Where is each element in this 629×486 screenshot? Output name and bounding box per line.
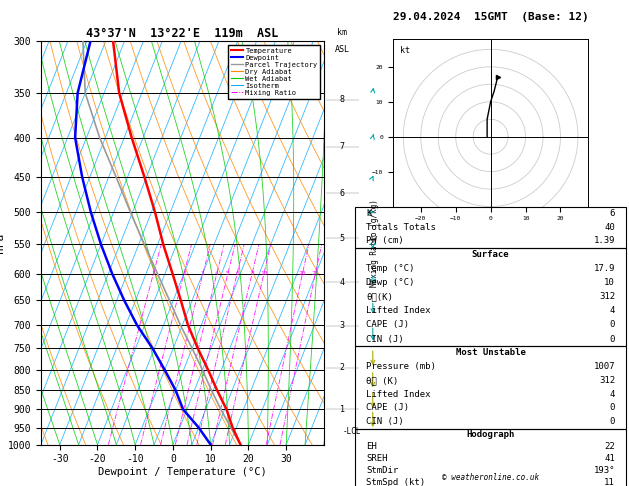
Text: 3: 3 bbox=[201, 271, 205, 276]
Text: 4: 4 bbox=[340, 278, 345, 287]
Text: 6: 6 bbox=[235, 271, 239, 276]
Text: 0: 0 bbox=[610, 403, 615, 413]
Text: Pressure (mb): Pressure (mb) bbox=[366, 362, 436, 371]
Text: 40: 40 bbox=[604, 223, 615, 232]
Text: 4: 4 bbox=[610, 390, 615, 399]
Y-axis label: hPa: hPa bbox=[0, 233, 5, 253]
Text: 10: 10 bbox=[604, 278, 615, 287]
Text: 6: 6 bbox=[340, 189, 345, 198]
Text: 312: 312 bbox=[599, 293, 615, 301]
Text: 193°: 193° bbox=[594, 466, 615, 475]
Text: 1007: 1007 bbox=[594, 362, 615, 371]
Text: 11: 11 bbox=[604, 478, 615, 486]
Text: 0: 0 bbox=[610, 417, 615, 426]
Text: StmSpd (kt): StmSpd (kt) bbox=[366, 478, 425, 486]
Text: Hodograph: Hodograph bbox=[467, 430, 515, 439]
Text: 0: 0 bbox=[610, 320, 615, 330]
Text: 20: 20 bbox=[299, 271, 306, 276]
Text: 22: 22 bbox=[604, 442, 615, 451]
Title: 43°37'N  13°22'E  119m  ASL: 43°37'N 13°22'E 119m ASL bbox=[86, 27, 279, 40]
Text: 17.9: 17.9 bbox=[594, 264, 615, 274]
Text: Most Unstable: Most Unstable bbox=[455, 348, 526, 357]
Text: 4: 4 bbox=[610, 307, 615, 315]
Legend: Temperature, Dewpoint, Parcel Trajectory, Dry Adiabat, Wet Adiabat, Isotherm, Mi: Temperature, Dewpoint, Parcel Trajectory… bbox=[228, 45, 320, 99]
Text: SREH: SREH bbox=[366, 454, 387, 463]
Text: EH: EH bbox=[366, 442, 377, 451]
Text: CAPE (J): CAPE (J) bbox=[366, 403, 409, 413]
Text: Totals Totals: Totals Totals bbox=[366, 223, 436, 232]
Text: θᴇ (K): θᴇ (K) bbox=[366, 376, 398, 385]
Text: Temp (°C): Temp (°C) bbox=[366, 264, 415, 274]
Text: θᴇ(K): θᴇ(K) bbox=[366, 293, 393, 301]
Text: 4: 4 bbox=[215, 271, 219, 276]
Text: © weatheronline.co.uk: © weatheronline.co.uk bbox=[442, 473, 539, 482]
Text: CIN (J): CIN (J) bbox=[366, 417, 404, 426]
Text: Mixing Ratio (g/kg): Mixing Ratio (g/kg) bbox=[370, 199, 379, 287]
Text: km: km bbox=[337, 28, 347, 37]
Text: 25: 25 bbox=[312, 271, 319, 276]
Text: 8: 8 bbox=[340, 95, 345, 104]
Text: 41: 41 bbox=[604, 454, 615, 463]
Text: 29.04.2024  15GMT  (Base: 12): 29.04.2024 15GMT (Base: 12) bbox=[392, 12, 589, 22]
Text: 10: 10 bbox=[260, 271, 268, 276]
Text: 5: 5 bbox=[226, 271, 230, 276]
Text: kt: kt bbox=[400, 46, 410, 55]
Text: 1: 1 bbox=[152, 271, 155, 276]
X-axis label: Dewpoint / Temperature (°C): Dewpoint / Temperature (°C) bbox=[98, 467, 267, 477]
Text: 312: 312 bbox=[599, 376, 615, 385]
Text: 6: 6 bbox=[610, 209, 615, 218]
Text: 0: 0 bbox=[610, 334, 615, 344]
Text: CIN (J): CIN (J) bbox=[366, 334, 404, 344]
Text: ASL: ASL bbox=[335, 45, 350, 54]
Text: Lifted Index: Lifted Index bbox=[366, 390, 431, 399]
Text: 2: 2 bbox=[182, 271, 186, 276]
Text: 5: 5 bbox=[340, 234, 345, 243]
Text: -LCL: -LCL bbox=[342, 427, 360, 435]
Text: 3: 3 bbox=[340, 321, 345, 330]
Text: 1: 1 bbox=[340, 404, 345, 414]
Text: 1.39: 1.39 bbox=[594, 237, 615, 245]
Text: CAPE (J): CAPE (J) bbox=[366, 320, 409, 330]
Text: Lifted Index: Lifted Index bbox=[366, 307, 431, 315]
Text: StmDir: StmDir bbox=[366, 466, 398, 475]
Text: 2: 2 bbox=[340, 364, 345, 372]
Text: PW (cm): PW (cm) bbox=[366, 237, 404, 245]
Text: Surface: Surface bbox=[472, 250, 509, 260]
Text: Dewp (°C): Dewp (°C) bbox=[366, 278, 415, 287]
Text: 8: 8 bbox=[250, 271, 254, 276]
Text: 7: 7 bbox=[340, 142, 345, 151]
Text: K: K bbox=[366, 209, 372, 218]
